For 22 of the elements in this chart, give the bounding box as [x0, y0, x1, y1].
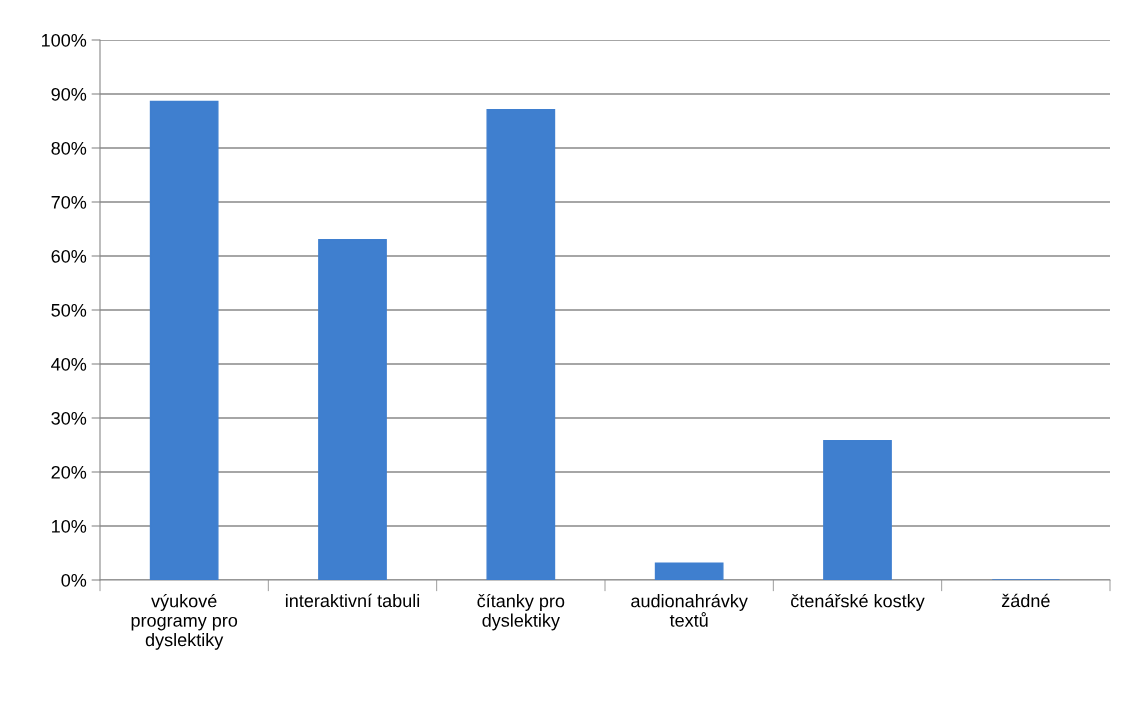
y-tick-label: 10%: [52, 519, 87, 533]
bar: [486, 108, 556, 580]
y-tick-label: 40%: [51, 357, 87, 371]
x-tick-label: audionahrávky textů: [631, 593, 748, 627]
x-tick-label: čítanky pro dyslektiky: [477, 593, 565, 631]
bar: [823, 439, 892, 580]
y-tick-label: 70%: [51, 195, 87, 209]
y-tick-label: 30%: [51, 411, 87, 425]
x-tick-label: výukové programy pro dyslektiky: [131, 593, 238, 650]
bar: [654, 562, 724, 580]
y-tick-label: 90%: [51, 87, 87, 101]
y-tick-label: 20%: [51, 465, 87, 479]
y-tick-label: 0%: [61, 573, 87, 587]
y-tick-label: 50%: [51, 303, 87, 317]
x-tick-label: žádné: [1001, 593, 1050, 608]
bar: [149, 100, 219, 580]
x-tick-label: čtenářské kostky: [791, 593, 925, 611]
y-tick-label: 100%: [42, 33, 87, 47]
y-tick-label: 80%: [51, 141, 87, 155]
bar: [318, 239, 387, 580]
x-tick-label: interaktivní tabuli: [285, 593, 420, 608]
y-tick-label: 60%: [51, 249, 87, 263]
